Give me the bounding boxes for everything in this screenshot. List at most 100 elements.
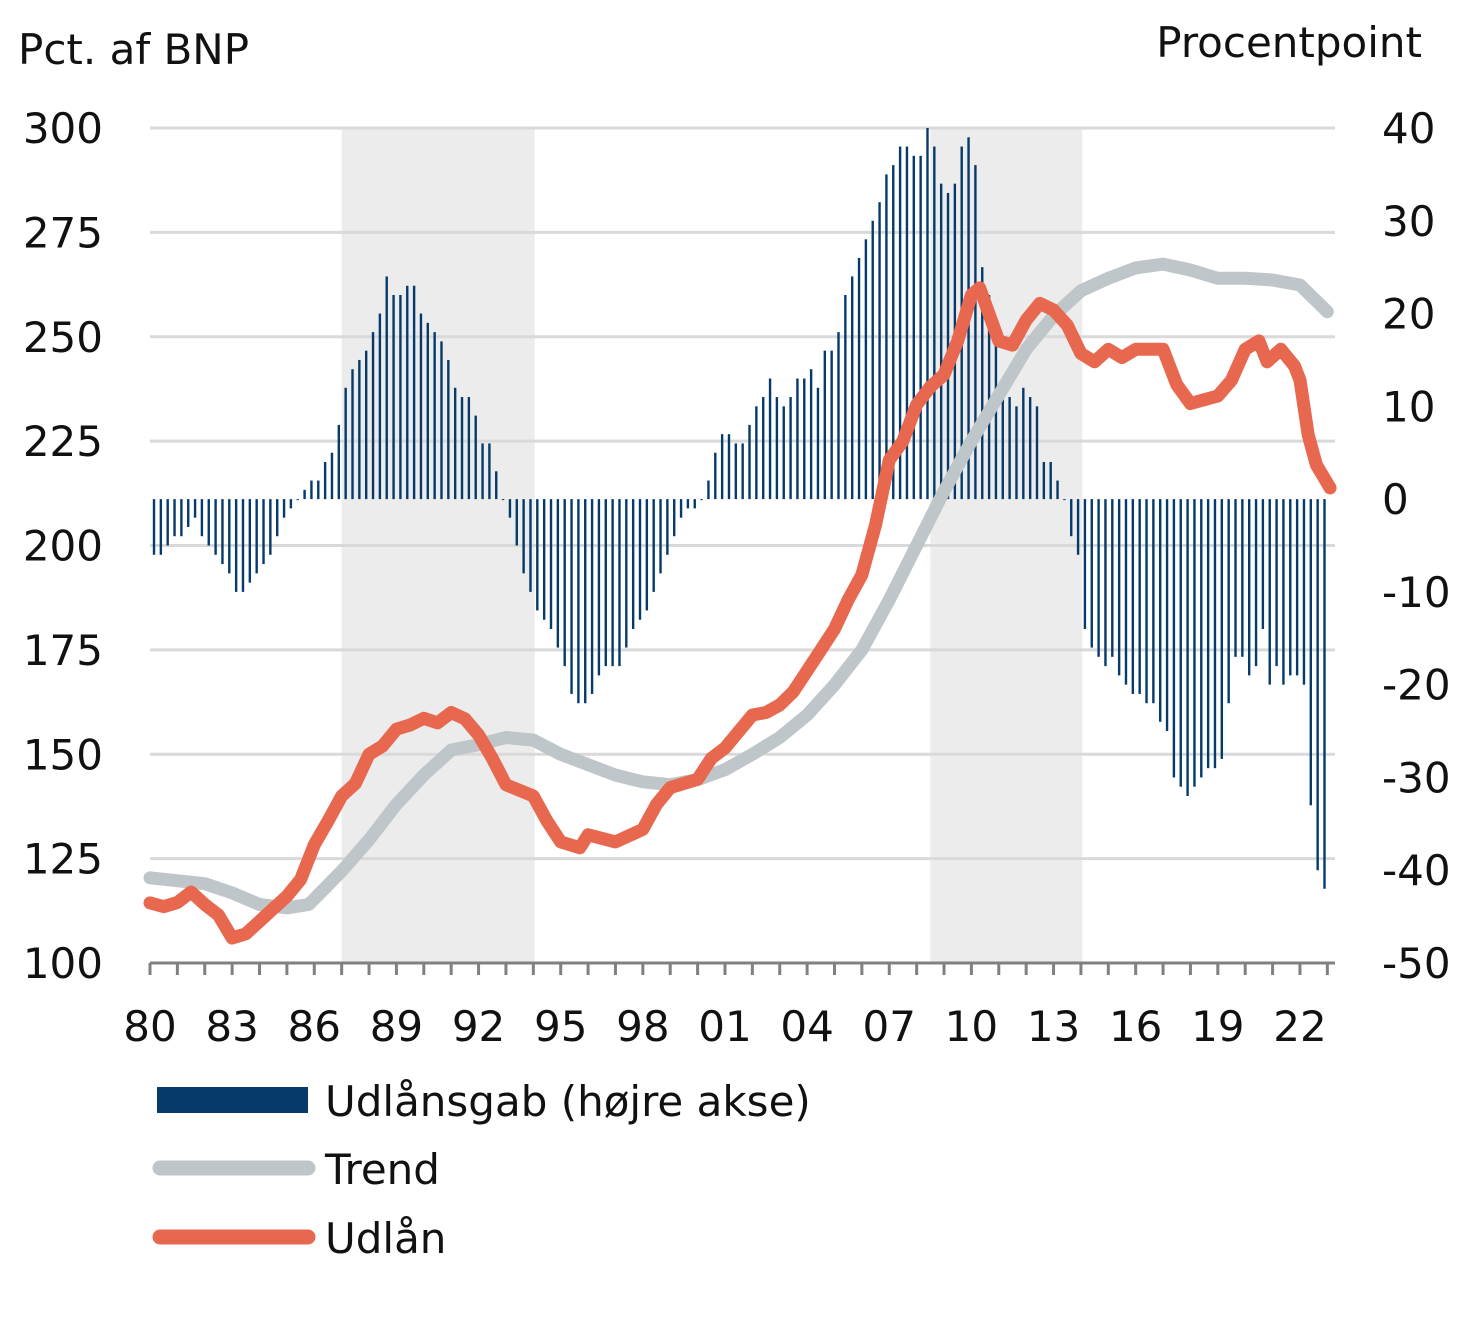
right-tick-label: 40 — [1382, 104, 1435, 153]
gap-bar — [1028, 397, 1032, 500]
gap-bar — [385, 276, 388, 500]
right-tick-label: -20 — [1382, 661, 1451, 710]
gap-bar — [1227, 499, 1230, 704]
gap-bar — [364, 350, 368, 500]
gap-bar — [276, 499, 279, 537]
gap-bar — [789, 397, 792, 500]
x-tick-label: 92 — [452, 1002, 505, 1051]
gap-bar — [1124, 499, 1128, 685]
gap-bar — [878, 202, 881, 500]
gap-bar — [488, 443, 491, 500]
gap-bar — [714, 452, 717, 500]
right-tick-label: 30 — [1382, 197, 1435, 246]
gap-bar — [515, 499, 518, 546]
gap-bar — [296, 499, 299, 501]
gap-bar — [1316, 499, 1319, 871]
gap-bar — [1070, 499, 1073, 537]
gap-bar — [159, 499, 163, 555]
right-tick-label: -30 — [1382, 753, 1451, 802]
gap-bar — [837, 332, 840, 500]
gap-bar — [1056, 480, 1059, 500]
x-tick-label: 89 — [370, 1002, 423, 1051]
gap-bar — [631, 499, 635, 629]
axes: 300275250225200175150125100403020100-10-… — [23, 104, 1451, 1051]
gap-bar — [727, 434, 731, 500]
gap-bar — [207, 499, 210, 546]
gap-bar — [693, 499, 696, 509]
gap-bar — [234, 499, 238, 592]
gap-bar — [1309, 499, 1313, 806]
gap-bar — [1035, 406, 1039, 500]
gap-bar — [282, 499, 286, 518]
series-lines — [143, 257, 1337, 945]
x-tick-label: 19 — [1191, 1002, 1244, 1051]
right-axis-title: Procentpoint — [1156, 18, 1422, 67]
gap-bar — [1193, 499, 1196, 787]
gap-bar — [741, 443, 744, 500]
left-tick-label: 300 — [23, 104, 103, 153]
gap-bar — [187, 499, 190, 527]
left-tick-label: 100 — [23, 939, 103, 988]
left-tick-label: 225 — [23, 417, 103, 466]
gap-bar — [892, 165, 895, 500]
gap-bar — [1261, 499, 1265, 629]
gap-bar — [768, 378, 772, 500]
x-tick-label: 16 — [1109, 1002, 1162, 1051]
gap-bar — [1063, 499, 1066, 501]
gap-bar — [1076, 499, 1080, 555]
gap-bar — [700, 499, 703, 501]
left-tick-label: 150 — [23, 730, 103, 779]
left-tick-label: 175 — [23, 626, 103, 675]
gap-bar — [467, 397, 471, 500]
gap-bar — [809, 369, 813, 500]
gap-bar — [166, 499, 169, 546]
gap-bar — [1131, 499, 1135, 694]
gap-bar — [542, 499, 546, 620]
gap-bar — [590, 499, 594, 694]
gap-bar — [152, 499, 156, 555]
gap-bar — [981, 267, 984, 500]
gap-bar — [508, 499, 512, 518]
right-tick-label: 20 — [1382, 290, 1435, 339]
gap-bar — [1049, 462, 1052, 500]
gap-bar — [707, 480, 710, 500]
gap-bar — [864, 239, 868, 500]
gap-bar — [221, 499, 224, 565]
gap-bar — [830, 350, 833, 500]
gap-bar — [645, 499, 649, 611]
gap-bar — [1097, 499, 1100, 657]
gap-bar — [905, 146, 909, 500]
gap-bar — [1145, 499, 1148, 704]
gap-bar — [1104, 499, 1107, 667]
gap-bar — [556, 499, 560, 648]
gap-bar — [460, 397, 464, 500]
gap-bar — [919, 155, 922, 500]
gap-bar — [857, 257, 861, 500]
right-tick-label: 10 — [1382, 382, 1435, 431]
gap-bar — [1241, 499, 1244, 657]
gap-bar — [289, 499, 293, 509]
gap-bar — [659, 499, 662, 574]
gap-bar — [604, 499, 607, 667]
gap-bar — [974, 165, 977, 500]
gap-bar — [946, 192, 950, 500]
gap-bar — [310, 480, 313, 500]
gap-bar — [549, 499, 553, 629]
x-tick-label: 07 — [863, 1002, 916, 1051]
x-tick-label: 01 — [698, 1002, 751, 1051]
gap-bar — [474, 415, 477, 500]
gap-bar — [344, 387, 347, 500]
gap-bar — [898, 146, 902, 500]
gap-bar — [686, 499, 690, 509]
gap-bar — [912, 155, 915, 500]
left-axis-title: Pct. af BNP — [18, 25, 249, 74]
gap-bar — [228, 499, 231, 574]
gap-bar — [173, 499, 176, 537]
gap-bar — [1022, 387, 1025, 500]
right-tick-label: -40 — [1382, 846, 1451, 895]
gap-bar — [1295, 499, 1299, 676]
right-tick-label: -50 — [1382, 939, 1451, 988]
gap-bar — [775, 397, 779, 500]
gap-bar — [625, 499, 628, 648]
left-tick-label: 250 — [23, 313, 103, 362]
